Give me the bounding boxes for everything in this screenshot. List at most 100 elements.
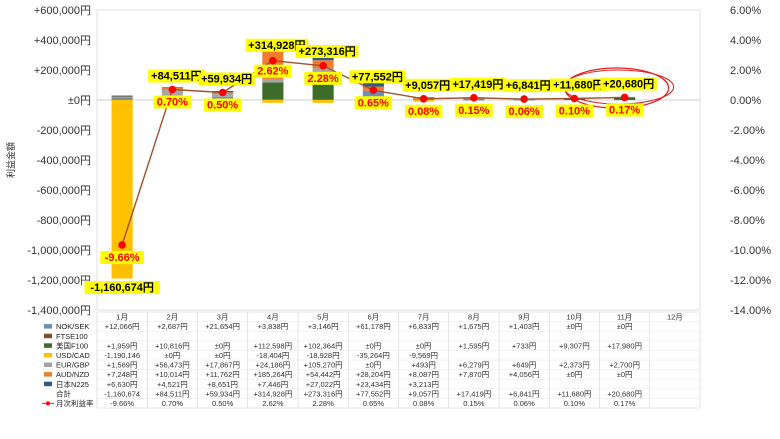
y-tick-label: +400,000円 [34, 35, 91, 47]
table-cell: +1,569円 [107, 361, 138, 370]
legend-swatch [44, 363, 52, 368]
y2-tick-label: 2.00% [730, 65, 761, 77]
table-cell: 0.50% [212, 399, 234, 408]
table-row-label: NOK/SEK [56, 322, 89, 331]
legend-swatch [44, 343, 52, 348]
table-cell: ±0円 [365, 341, 381, 350]
rate-point [571, 95, 579, 103]
x-tick-label: 2月 [167, 313, 179, 322]
rate-point [269, 57, 277, 65]
x-tick-label: 10月 [566, 313, 582, 322]
total-label: +9,057円 [405, 79, 450, 92]
table-cell: ±0円 [416, 341, 432, 350]
bar-segment [112, 97, 133, 98]
y-tick-label: -800,000円 [37, 215, 91, 227]
table-row-label: FTSE100 [56, 332, 88, 341]
table-cell: +24,186円 [255, 361, 290, 370]
rate-point [370, 86, 378, 94]
bar-segment [313, 84, 334, 99]
y-tick-label: +200,000円 [34, 65, 91, 77]
table-cell: +1,595円 [459, 341, 490, 350]
table-row-label: AUD/NZD [56, 370, 90, 379]
y-tick-label: -1,000,000円 [27, 245, 91, 257]
rate-label: 0.65% [358, 97, 389, 109]
table-cell: +17,419円 [456, 389, 491, 398]
table-cell: +10,014円 [155, 370, 190, 379]
table-row-label: EUR/GBP [56, 361, 90, 370]
y2-tick-label: -14.00% [730, 305, 771, 317]
table-cell: +102,364円 [304, 341, 343, 350]
table-cell: +7,870円 [459, 370, 490, 379]
table-cell: +2,687円 [157, 322, 188, 331]
table-cell: +23,434円 [356, 380, 391, 389]
table-cell: -1,160,674 [104, 389, 140, 398]
table-cell: +28,204円 [356, 370, 391, 379]
y2-tick-label: 0.00% [730, 95, 761, 107]
table-cell: +6,833円 [408, 322, 439, 331]
y-tick-label: -1,400,000円 [27, 305, 91, 317]
y-tick-label: -1,200,000円 [27, 275, 91, 287]
y-tick-label: ±0円 [68, 95, 91, 107]
rate-point [520, 95, 528, 103]
x-tick-label: 12月 [667, 313, 683, 322]
y-axis-title: 利益金額 [5, 142, 16, 178]
table-cell: +3,838円 [258, 322, 289, 331]
profit-chart: +600,000円+400,000円+200,000円±0円-200,000円-… [0, 0, 780, 439]
rate-label: -9.66% [105, 252, 140, 264]
bar-segment [262, 100, 283, 103]
table-cell: +6,630円 [107, 380, 138, 389]
table-cell: 0.65% [363, 399, 385, 408]
table-cell: +733円 [512, 341, 536, 350]
table-cell: +2,373円 [559, 361, 590, 370]
table-cell: +56,473円 [155, 361, 190, 370]
rate-point [621, 94, 629, 102]
table-row-label: 月次利益率 [56, 398, 94, 408]
x-tick-label: 9月 [518, 313, 530, 322]
table-cell: +1,959円 [107, 341, 138, 350]
table-cell: +9,057円 [408, 389, 439, 398]
table-cell: +12,066円 [105, 322, 140, 331]
table-cell: +314,928円 [253, 389, 292, 398]
table-cell: +105,270円 [304, 361, 343, 370]
bar-segment [262, 99, 283, 100]
table-cell: 0.70% [162, 399, 184, 408]
y-tick-label: -400,000円 [37, 155, 91, 167]
table-cell: ±0円 [365, 361, 381, 370]
bar-segment [313, 100, 334, 103]
table-cell: -35,264円 [357, 351, 390, 360]
table-cell: ±0円 [566, 322, 582, 331]
rate-label: 0.50% [207, 100, 238, 112]
table-row-label: 美国F100 [56, 340, 88, 350]
table-cell: +3,213円 [408, 380, 439, 389]
table-cell: 0.15% [463, 399, 485, 408]
bar-segment [262, 83, 283, 100]
table-cell: ±0円 [215, 351, 231, 360]
rate-point [319, 62, 327, 70]
legend-swatch [44, 382, 52, 387]
table-cell: +649円 [512, 361, 536, 370]
total-label: +17,419円 [452, 78, 503, 91]
bar-segment [112, 96, 133, 97]
rate-point [118, 241, 126, 249]
table-cell: ±0円 [566, 370, 582, 379]
y2-tick-label: -10.00% [730, 245, 771, 257]
table-cell: +6,279円 [459, 361, 490, 370]
table-cell: -1,190,146 [104, 351, 140, 360]
table-cell: +10,816円 [155, 341, 190, 350]
rate-label: 0.15% [458, 105, 489, 117]
x-tick-label: 7月 [418, 313, 430, 322]
total-label: +77,552円 [352, 70, 403, 83]
legend-marker [46, 401, 50, 405]
table-cell: 0.17% [614, 399, 636, 408]
table-cell: 2.28% [312, 399, 334, 408]
rate-label: 0.08% [408, 106, 439, 118]
table-cell: +27,022円 [306, 380, 341, 389]
y2-tick-label: 4.00% [730, 35, 761, 47]
table-cell: 2.62% [262, 399, 284, 408]
x-tick-label: 8月 [468, 313, 480, 322]
y2-tick-label: -4.00% [730, 155, 765, 167]
y2-tick-label: -12.00% [730, 275, 771, 287]
table-cell: +8,087円 [408, 370, 439, 379]
table-cell: -18,928円 [307, 351, 340, 360]
y-tick-label: -600,000円 [37, 185, 91, 197]
